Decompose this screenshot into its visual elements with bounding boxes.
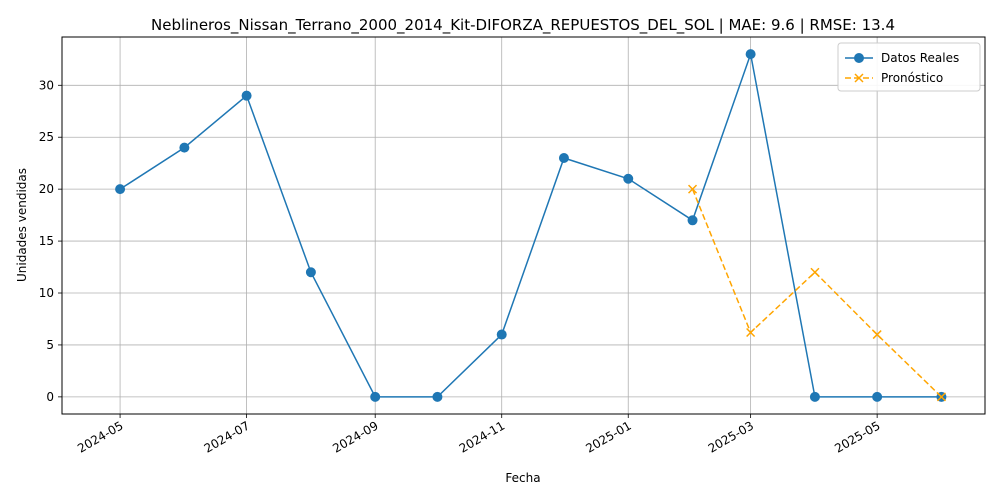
x-tick-label: 2024-11 bbox=[457, 418, 507, 455]
data-point bbox=[936, 392, 946, 402]
y-tick-label: 5 bbox=[46, 338, 54, 352]
legend: Datos Reales Pronóstico bbox=[837, 42, 981, 92]
x-axis-label: Fecha bbox=[505, 471, 540, 485]
data-point bbox=[687, 215, 698, 226]
legend-marker bbox=[854, 53, 864, 63]
x-tick-label: 2025-01 bbox=[583, 418, 633, 455]
data-point bbox=[432, 391, 443, 402]
y-tick-label: 15 bbox=[39, 234, 54, 248]
data-point bbox=[623, 173, 634, 184]
data-point bbox=[370, 391, 381, 402]
y-tick-label: 10 bbox=[39, 286, 54, 300]
data-point bbox=[688, 184, 698, 194]
x-tick-label: 2024-07 bbox=[202, 418, 252, 455]
data-point bbox=[809, 391, 820, 402]
data-point bbox=[558, 152, 569, 163]
x-tick-label: 2024-05 bbox=[75, 418, 125, 455]
legend-marker bbox=[854, 73, 864, 83]
chart-title: Neblineros_Nissan_Terrano_2000_2014_Kit-… bbox=[151, 16, 895, 35]
x-tick-label: 2024-09 bbox=[330, 418, 380, 455]
legend-item: Datos Reales bbox=[845, 51, 959, 65]
legend-label: Pronóstico bbox=[881, 71, 943, 85]
data-point bbox=[305, 267, 316, 278]
data-point bbox=[746, 327, 756, 338]
series-layer bbox=[115, 49, 947, 402]
x-axis: 2024-05 2024-07 2024-09 2024-11 2025-01 2025-… bbox=[75, 414, 883, 456]
legend-item: Pronóstico bbox=[845, 71, 943, 85]
series-2 bbox=[688, 184, 946, 402]
legend-label: Datos Reales bbox=[881, 51, 959, 65]
x-tick-label: 2025-03 bbox=[706, 418, 756, 455]
data-point bbox=[496, 329, 507, 340]
y-tick-label: 20 bbox=[39, 182, 54, 196]
y-tick-label: 0 bbox=[46, 390, 54, 404]
y-tick-label: 25 bbox=[39, 130, 54, 144]
grid bbox=[62, 37, 985, 414]
series-1 bbox=[115, 49, 947, 402]
legend-box bbox=[837, 42, 981, 92]
data-point bbox=[179, 142, 190, 153]
plot-frame bbox=[61, 36, 986, 415]
data-point bbox=[115, 184, 126, 195]
data-point bbox=[872, 330, 882, 340]
data-point bbox=[745, 49, 756, 60]
series-line bbox=[119, 51, 942, 398]
y-axis-label: Unidades vendidas bbox=[15, 168, 29, 282]
data-point bbox=[872, 391, 883, 402]
data-point bbox=[241, 90, 252, 101]
y-axis: 0 5 10 15 20 25 30 bbox=[39, 78, 62, 404]
x-tick-label: 2025-05 bbox=[832, 418, 882, 455]
series-line bbox=[691, 188, 942, 398]
data-point bbox=[810, 267, 820, 277]
y-tick-label: 30 bbox=[39, 78, 54, 92]
